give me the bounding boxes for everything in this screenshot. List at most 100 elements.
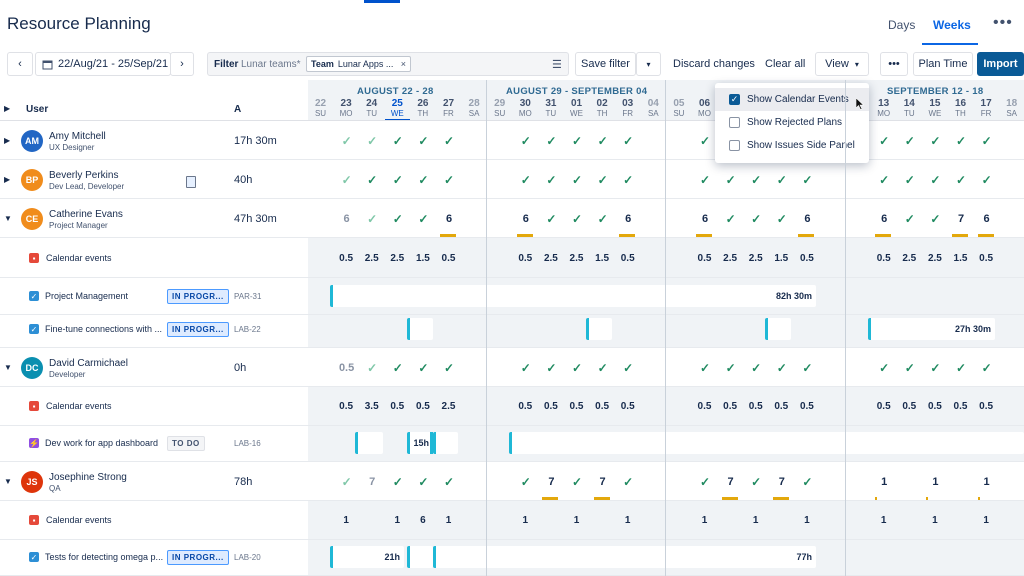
day-cell[interactable]: ✓ bbox=[769, 161, 794, 198]
day-cell[interactable]: ✓ bbox=[539, 200, 564, 237]
view-button[interactable]: View ▾ bbox=[815, 52, 869, 76]
allocation-bar[interactable]: 82h 30m bbox=[330, 285, 816, 307]
day-cell[interactable]: 1 bbox=[923, 463, 948, 500]
import-button[interactable]: Import bbox=[977, 52, 1024, 76]
issue-key[interactable]: LAB-16 bbox=[234, 439, 261, 448]
day-cell[interactable]: ✓ bbox=[411, 161, 436, 198]
task-row[interactable] bbox=[0, 311, 1024, 348]
day-cell[interactable]: ✓ bbox=[872, 349, 897, 386]
day-cell[interactable]: 6 bbox=[334, 200, 359, 237]
checkbox-icon[interactable]: ✓ bbox=[729, 94, 740, 105]
filter-icon[interactable]: ☰ bbox=[552, 59, 562, 71]
allocation-bar[interactable] bbox=[765, 318, 791, 340]
day-cell[interactable]: 6 bbox=[437, 200, 461, 237]
day-cell[interactable]: 7 bbox=[590, 463, 615, 500]
day-cell[interactable]: ✓ bbox=[718, 161, 743, 198]
day-cell[interactable]: ✓ bbox=[616, 349, 641, 386]
task-name[interactable]: Fine-tune connections with ... bbox=[45, 324, 163, 334]
allocation-bar[interactable] bbox=[509, 432, 1024, 454]
day-cell[interactable]: ✓ bbox=[897, 349, 922, 386]
plan-time-button[interactable]: Plan Time bbox=[913, 52, 973, 76]
day-cell[interactable]: ✓ bbox=[360, 161, 385, 198]
day-cell[interactable]: ✓ bbox=[949, 349, 973, 386]
day-cell[interactable]: ✓ bbox=[897, 200, 922, 237]
day-cell[interactable]: 6 bbox=[693, 200, 717, 237]
day-cell[interactable]: ✓ bbox=[334, 122, 359, 159]
day-cell[interactable]: ✓ bbox=[437, 161, 461, 198]
date-range-picker[interactable]: 22/Aug/21 - 25/Sep/21 bbox=[35, 52, 171, 76]
allocation-bar[interactable] bbox=[407, 546, 433, 568]
user-row[interactable] bbox=[0, 462, 1024, 501]
task-name[interactable]: Tests for detecting omega p... bbox=[45, 552, 164, 562]
day-cell[interactable]: ✓ bbox=[974, 161, 999, 198]
day-cell[interactable]: ✓ bbox=[949, 161, 973, 198]
issue-key[interactable]: LAB-20 bbox=[234, 553, 261, 562]
day-cell[interactable]: ✓ bbox=[744, 161, 769, 198]
day-cell[interactable]: 1 bbox=[974, 463, 999, 500]
day-cell[interactable]: ✓ bbox=[385, 463, 410, 500]
expand-all-icon[interactable]: ▶ bbox=[4, 104, 11, 113]
day-cell[interactable]: ✓ bbox=[590, 200, 615, 237]
day-cell[interactable]: ✓ bbox=[411, 122, 436, 159]
day-cell[interactable]: ✓ bbox=[513, 161, 538, 198]
day-cell[interactable]: ✓ bbox=[923, 122, 948, 159]
day-cell[interactable]: ✓ bbox=[616, 463, 641, 500]
collapse-icon[interactable]: ▼ bbox=[4, 214, 12, 223]
day-cell[interactable]: 6 bbox=[974, 200, 999, 237]
day-cell[interactable]: ✓ bbox=[334, 161, 359, 198]
day-cell[interactable]: ✓ bbox=[590, 349, 615, 386]
day-cell[interactable]: ✓ bbox=[744, 463, 769, 500]
team-filter-chip[interactable]: Team Lunar Apps ... × bbox=[306, 56, 411, 72]
day-cell[interactable]: 7 bbox=[539, 463, 564, 500]
issue-key[interactable]: PAR-31 bbox=[234, 292, 262, 301]
day-cell[interactable]: ✓ bbox=[923, 200, 948, 237]
collapse-icon[interactable]: ▼ bbox=[4, 477, 12, 486]
day-cell[interactable]: ✓ bbox=[744, 200, 769, 237]
day-cell[interactable]: 7 bbox=[360, 463, 385, 500]
user-name[interactable]: Catherine Evans bbox=[49, 209, 123, 220]
day-cell[interactable]: 6 bbox=[616, 200, 641, 237]
user-row[interactable] bbox=[0, 121, 1024, 160]
day-cell[interactable]: ✓ bbox=[360, 122, 385, 159]
allocation-bar[interactable] bbox=[407, 318, 433, 340]
day-cell[interactable]: ✓ bbox=[539, 161, 564, 198]
allocation-bar[interactable]: 27h 30m bbox=[868, 318, 995, 340]
day-cell[interactable]: ✓ bbox=[437, 349, 461, 386]
day-cell[interactable]: ✓ bbox=[565, 349, 589, 386]
tab-weeks[interactable]: Weeks bbox=[933, 18, 971, 32]
day-cell[interactable]: ✓ bbox=[565, 161, 589, 198]
next-period-button[interactable]: › bbox=[170, 52, 194, 76]
day-cell[interactable]: ✓ bbox=[616, 122, 641, 159]
day-cell[interactable]: ✓ bbox=[513, 122, 538, 159]
clear-all-button[interactable]: Clear all bbox=[765, 58, 806, 70]
allocation-bar[interactable] bbox=[433, 432, 458, 454]
expand-icon[interactable]: ▶ bbox=[4, 175, 11, 184]
task-row[interactable] bbox=[0, 425, 1024, 462]
expand-icon[interactable]: ▶ bbox=[4, 136, 11, 145]
day-cell[interactable]: 7 bbox=[718, 463, 743, 500]
user-row[interactable] bbox=[0, 348, 1024, 387]
day-cell[interactable]: 7 bbox=[769, 463, 794, 500]
day-cell[interactable] bbox=[897, 463, 922, 500]
issue-key[interactable]: LAB-22 bbox=[234, 325, 261, 334]
menu-item-show-rejected-plans[interactable]: Show Rejected Plans bbox=[715, 111, 869, 134]
previous-period-button[interactable]: ‹ bbox=[7, 52, 33, 76]
user-row[interactable] bbox=[0, 199, 1024, 238]
allocation-bar[interactable]: 21h bbox=[330, 546, 404, 568]
day-cell[interactable]: ✓ bbox=[693, 349, 717, 386]
day-cell[interactable]: ✓ bbox=[539, 349, 564, 386]
day-cell[interactable]: ✓ bbox=[385, 161, 410, 198]
menu-item-show-issues-side-panel[interactable]: Show Issues Side Panel bbox=[715, 134, 869, 157]
day-cell[interactable]: ✓ bbox=[872, 122, 897, 159]
day-cell[interactable]: ✓ bbox=[974, 122, 999, 159]
checkbox-icon[interactable] bbox=[729, 117, 740, 128]
day-cell[interactable]: 7 bbox=[949, 200, 973, 237]
user-row[interactable] bbox=[0, 160, 1024, 199]
day-cell[interactable]: ✓ bbox=[795, 161, 820, 198]
day-cell[interactable]: ✓ bbox=[718, 200, 743, 237]
day-cell[interactable]: ✓ bbox=[923, 349, 948, 386]
more-options-icon[interactable]: ••• bbox=[993, 14, 1013, 31]
user-name[interactable]: David Carmichael bbox=[49, 358, 128, 369]
collapse-icon[interactable]: ▼ bbox=[4, 363, 12, 372]
day-cell[interactable]: ✓ bbox=[513, 463, 538, 500]
